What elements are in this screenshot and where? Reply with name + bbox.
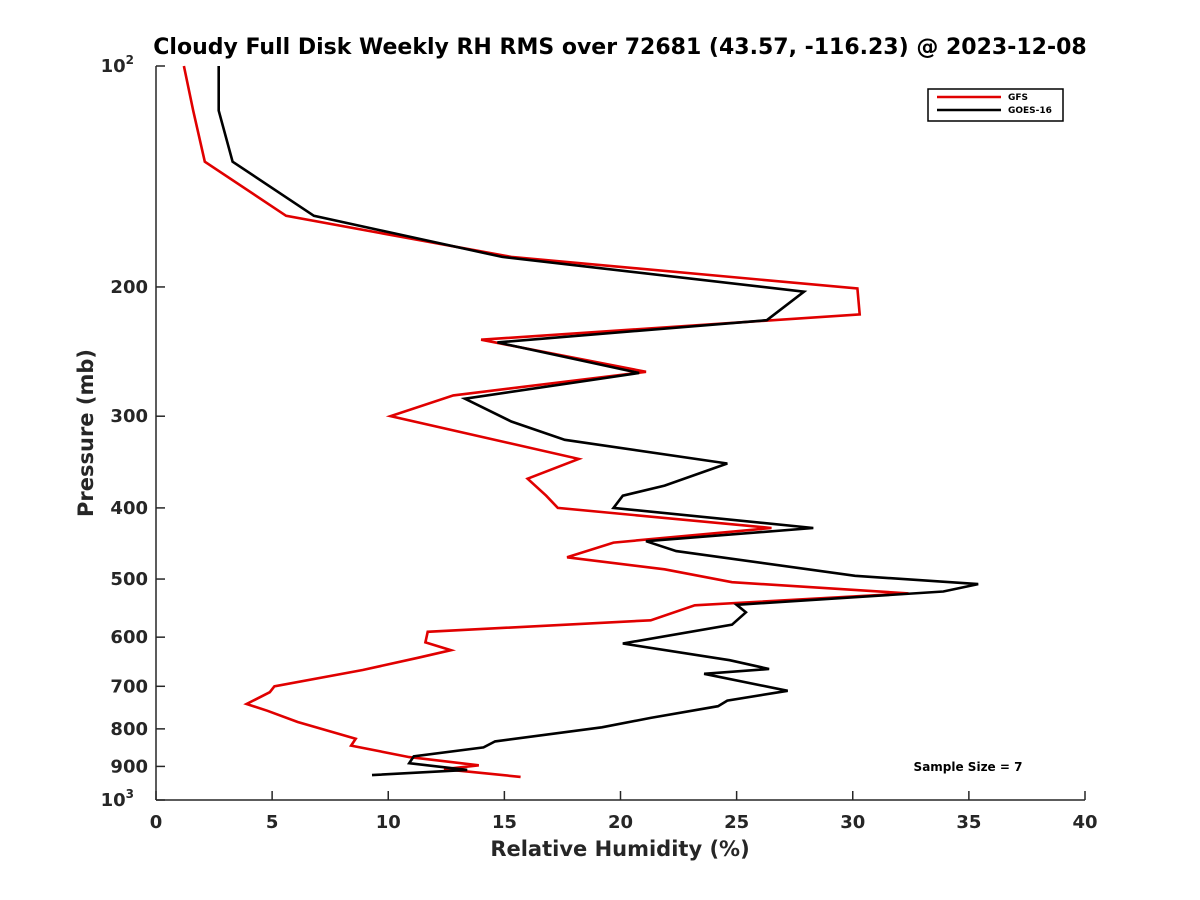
- legend-label-gfs: GFS: [1008, 93, 1028, 103]
- legend-label-goes16: GOES-16: [1008, 106, 1052, 116]
- y-tick-label: 102: [101, 53, 134, 77]
- y-tick-label: 300: [110, 406, 148, 427]
- chart-title: Cloudy Full Disk Weekly RH RMS over 7268…: [153, 35, 1086, 60]
- x-tick-label: 30: [840, 812, 865, 833]
- y-tick-label: 103: [101, 787, 134, 811]
- x-axis-label: Relative Humidity (%): [490, 837, 749, 861]
- y-axis-label: Pressure (mb): [74, 349, 98, 517]
- x-tick-label: 10: [376, 812, 401, 833]
- x-tick-label: 5: [266, 812, 279, 833]
- x-tick-label: 25: [724, 812, 749, 833]
- y-tick-label: 200: [110, 277, 148, 298]
- plot-lines: [182, 65, 979, 779]
- x-tick-label: 15: [492, 812, 517, 833]
- y-tick-label: 900: [110, 756, 148, 777]
- legend-box: [927, 88, 1064, 122]
- legend: GFS GOES-16: [927, 88, 1064, 122]
- series-line-goes-16: [217, 66, 979, 777]
- y-tick-label: 800: [110, 719, 148, 740]
- y-tick-label: 600: [110, 627, 148, 648]
- x-tick-label: 0: [150, 812, 163, 833]
- y-tick-label: 500: [110, 569, 148, 590]
- y-tick-label: 700: [110, 676, 148, 697]
- x-tick-label: 35: [956, 812, 981, 833]
- y-tick-label: 400: [110, 498, 148, 519]
- x-tick-label: 20: [608, 812, 633, 833]
- x-tick-label: 40: [1072, 812, 1097, 833]
- sample-size-annotation: Sample Size = 7: [914, 760, 1023, 774]
- axes: 0 5 10 15 20 25 30 35 40 102 200 300 400 500 600 700 800…: [101, 53, 1098, 833]
